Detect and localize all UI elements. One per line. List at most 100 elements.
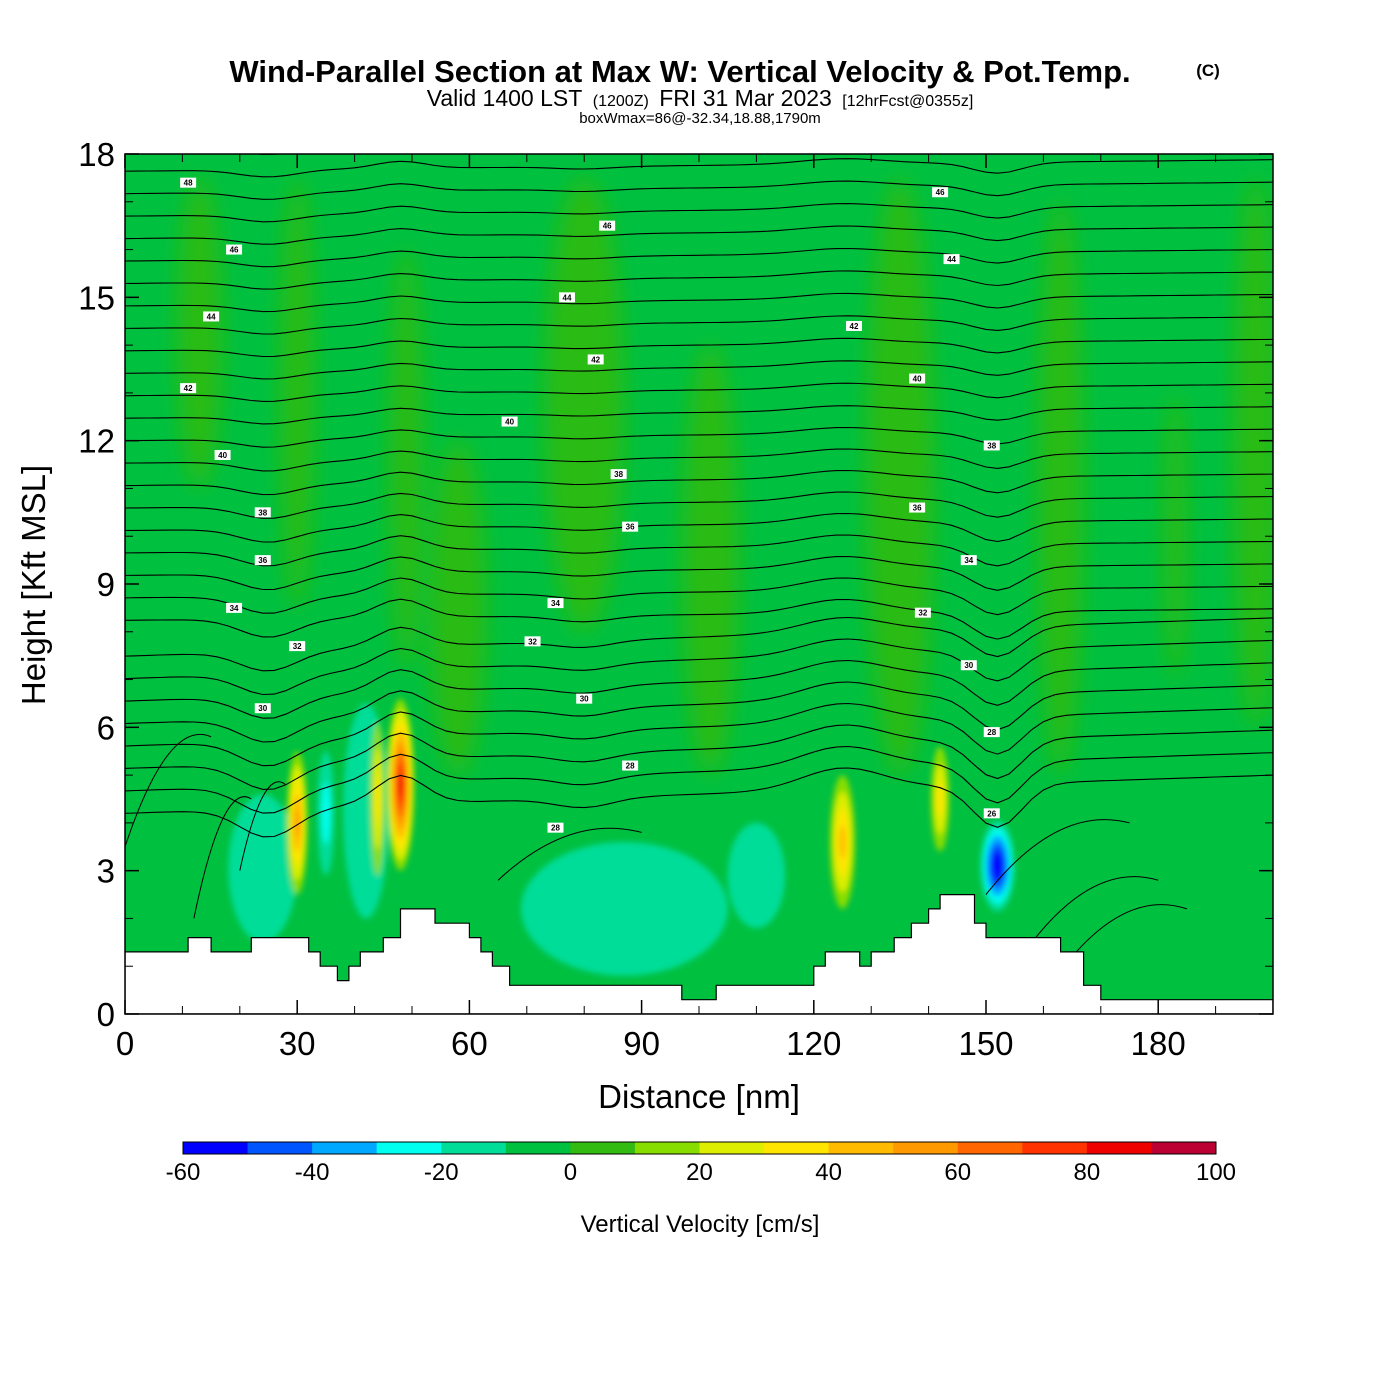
svg-text:44: 44 — [563, 293, 572, 302]
svg-text:38: 38 — [258, 508, 267, 517]
y-tick-label: 6 — [97, 709, 115, 746]
theta-contour-label: 28 — [983, 727, 1000, 738]
theta-contour-labels: 48 46 44 42 40 38 36 34 32 30 46 44 42 40 38 36 34 32 30 28… — [180, 177, 1000, 833]
theta-contour-label: 44 — [943, 254, 960, 265]
theta-contour-label: 38 — [254, 507, 271, 518]
theta-contour-line — [125, 469, 1273, 496]
svg-text:42: 42 — [184, 384, 193, 393]
svg-text:40: 40 — [913, 375, 922, 384]
svg-text:26: 26 — [987, 809, 996, 818]
updraft-core — [375, 773, 380, 825]
colorbar-swatch — [183, 1142, 249, 1154]
theta-contour-label: 38 — [610, 469, 627, 480]
weak-updraft-streak — [279, 177, 315, 608]
svg-text:42: 42 — [850, 322, 859, 331]
theta-contour-label: 32 — [524, 636, 541, 647]
svg-text:30: 30 — [258, 704, 267, 713]
svg-text:36: 36 — [913, 504, 922, 513]
theta-contour-line — [125, 337, 1273, 358]
colorbar-tick-label: 100 — [1196, 1159, 1236, 1186]
svg-text:38: 38 — [987, 441, 996, 450]
colorbar-swatch — [570, 1142, 636, 1154]
theta-contour-line — [125, 577, 1273, 616]
theta-contour-label: 28 — [622, 760, 639, 771]
theta-contour-line — [125, 448, 1273, 472]
theta-contour-line — [125, 681, 1273, 743]
theta-contour-label: 28 — [547, 822, 564, 833]
chart-subtitle: Valid 1400 LST (1200Z) FRI 31 Mar 2023 [… — [427, 85, 974, 111]
theta-contour-line — [193, 796, 252, 919]
colorbar-swatch — [247, 1142, 313, 1154]
terrain — [125, 894, 1273, 1014]
theta-contour-label: 34 — [960, 555, 977, 566]
theta-contour-line — [125, 405, 1273, 425]
x-tick-label: 180 — [1131, 1025, 1186, 1062]
weak-updraft-streak — [176, 177, 223, 489]
x-tick-label: 30 — [279, 1025, 316, 1062]
svg-text:46: 46 — [230, 246, 239, 255]
theta-contour-line — [125, 512, 1273, 543]
theta-contour-line — [125, 659, 1273, 719]
theta-contour-label: 30 — [960, 660, 977, 671]
theta-contour-label: 30 — [254, 703, 271, 714]
theta-contour-line — [125, 270, 1273, 290]
svg-text:36: 36 — [626, 523, 635, 532]
downdraft-core — [994, 858, 1001, 874]
svg-text:32: 32 — [528, 637, 537, 646]
theta-contour-label: 40 — [909, 373, 926, 384]
weak-updraft-streak — [1232, 177, 1273, 728]
theta-contour-label: 36 — [909, 502, 926, 513]
svg-text:28: 28 — [551, 824, 560, 833]
svg-text:36: 36 — [258, 556, 267, 565]
svg-text:48: 48 — [184, 179, 193, 188]
updraft-core — [398, 773, 403, 796]
theta-contour-label: 34 — [547, 598, 564, 609]
svg-text:32: 32 — [293, 642, 302, 651]
weak-updraft-streak — [1037, 201, 1084, 776]
colorbar-tick-label: -20 — [424, 1159, 459, 1186]
updraft-core — [937, 781, 944, 817]
weak-updraft-streak — [429, 440, 487, 776]
svg-text:46: 46 — [936, 188, 945, 197]
svg-text:32: 32 — [918, 609, 927, 618]
colorbar-tick-label: 60 — [944, 1159, 971, 1186]
colorbar: -60 -40 -20 0 20 40 60 80 100 — [166, 1141, 1236, 1186]
copyright-mark: (C) — [1196, 61, 1220, 80]
theta-contour-line — [125, 555, 1273, 591]
svg-text:38: 38 — [614, 470, 623, 479]
x-tick-label: 150 — [958, 1025, 1013, 1062]
theta-contour-label: 38 — [983, 440, 1000, 451]
theta-contour-line — [125, 382, 1273, 402]
colorbar-swatch — [1151, 1142, 1217, 1154]
theta-contour-label: 42 — [845, 321, 862, 331]
colorbar-swatch — [312, 1142, 378, 1154]
theta-contour-label: 42 — [587, 354, 604, 365]
theta-contour-label: 32 — [289, 641, 306, 652]
theta-contour-label: 46 — [599, 220, 616, 231]
colorbar-tick-label: 0 — [564, 1159, 577, 1186]
svg-text:30: 30 — [964, 661, 973, 670]
svg-text:42: 42 — [591, 355, 600, 364]
theta-contour-line — [239, 781, 287, 871]
theta-contour-line — [125, 745, 1273, 814]
theta-contour-label: 26 — [983, 808, 1000, 819]
theta-contour-line — [125, 638, 1273, 696]
theta-contour-line — [985, 819, 1130, 895]
theta-contour-label: 32 — [914, 607, 931, 618]
y-tick-label: 9 — [97, 566, 115, 603]
theta-contour-label: 48 — [180, 177, 197, 188]
theta-contour-line — [125, 225, 1273, 245]
weak-downdraft — [727, 822, 786, 928]
theta-contour-line — [1031, 876, 1159, 943]
svg-text:44: 44 — [947, 255, 956, 264]
svg-text:40: 40 — [218, 451, 227, 460]
y-tick-label: 18 — [78, 136, 115, 173]
updraft-core — [295, 808, 300, 838]
updraft-core — [839, 825, 846, 859]
theta-contour-line — [125, 426, 1273, 448]
downdraft-core — [321, 782, 331, 845]
theta-contour-line — [251, 154, 283, 155]
chart-subtitle-box-wmax: boxWmax=86@-32.34,18.88,1790m — [579, 110, 821, 127]
